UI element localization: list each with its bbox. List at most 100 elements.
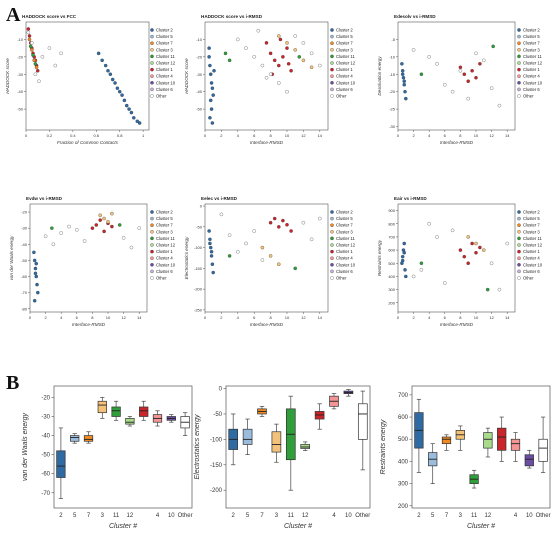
x-tick-label: 7 (260, 513, 264, 519)
data-point (489, 261, 494, 266)
x-tick-label: 10 (526, 513, 533, 519)
legend-label: Cluster 4 (156, 74, 173, 79)
data-point (207, 229, 211, 233)
data-point (35, 282, 39, 287)
x-axis-label: Interface-RMSD (72, 322, 106, 327)
data-point (98, 218, 102, 222)
y-axis-label: HADDOCK score (5, 58, 10, 94)
y-axis-label: Electrostatics energy (184, 236, 189, 279)
data-point (124, 103, 129, 108)
data-point (236, 250, 240, 254)
data-point (462, 254, 467, 259)
data-point (402, 241, 406, 246)
x-tick-label: 12 (301, 133, 306, 138)
data-point (401, 75, 406, 80)
data-point (470, 241, 474, 246)
data-point (403, 89, 407, 94)
data-point (400, 72, 405, 77)
x-tick-label: 3 (459, 513, 463, 519)
legend-marker (150, 263, 154, 267)
scatter-panel-3: Edesolv vs i-RMSD 0 2 4 6 8 10 12 14 -5 -10 -15 -20 -… (377, 14, 543, 145)
box-rect (300, 444, 311, 449)
data-point (403, 268, 407, 272)
legend-label: Cluster 4 (156, 256, 173, 261)
data-point (505, 241, 509, 246)
legend-label: Cluster 2 (523, 28, 540, 33)
data-point (121, 236, 126, 240)
legend-marker (150, 48, 154, 52)
data-point (404, 96, 408, 101)
data-point (103, 63, 108, 68)
legend-marker (330, 249, 334, 254)
data-point (209, 81, 214, 85)
data-point (402, 250, 406, 255)
y-tick-label: -60 (41, 472, 50, 478)
legend-marker (330, 243, 334, 247)
x-tick-label: 12 (489, 133, 494, 138)
data-point (212, 69, 216, 73)
legend-label: Cluster 6 (336, 87, 353, 92)
y-tick-label: 400 (388, 274, 395, 279)
y-tick-label: -40 (41, 434, 50, 440)
data-point (129, 110, 134, 115)
legend-marker (150, 269, 154, 274)
legend-label: Cluster 4 (523, 256, 540, 261)
legend-label: Cluster 10 (523, 80, 543, 85)
data-point (32, 258, 37, 263)
data-point (40, 55, 45, 59)
data-point (34, 65, 39, 70)
legend-label: Cluster 7 (523, 41, 540, 46)
plot-frame (225, 385, 371, 509)
x-tick-label: 6 (253, 315, 256, 320)
box-rect (70, 435, 80, 442)
legend-marker (150, 243, 154, 247)
x-tick-label: 0.2 (47, 133, 53, 138)
data-point (59, 51, 63, 56)
legend-marker (330, 74, 334, 78)
box-rect (97, 400, 107, 414)
legend-label: Cluster 12 (336, 243, 356, 248)
data-point (227, 254, 232, 258)
data-point (309, 237, 314, 242)
data-point (106, 219, 110, 224)
scatter-panel-5: Eelec vs i-RMSD 0 2 4 6 8 10 12 14 0 -50 -100 -150 -2… (184, 196, 356, 327)
data-point (117, 89, 122, 94)
x-axis-label: Cluster # (109, 523, 137, 530)
x-tick-label: 0 (29, 315, 32, 320)
plot-frame (397, 203, 516, 313)
legend-marker (517, 256, 521, 260)
legend-label: Cluster 3 (156, 229, 173, 234)
legend-label: Cluster 6 (156, 269, 173, 274)
legend-marker (150, 230, 154, 234)
legend-marker (330, 34, 334, 39)
x-tick-label: 4 (237, 133, 240, 138)
data-point (236, 37, 240, 42)
legend-label: Cluster 7 (336, 223, 353, 228)
x-axis-label: Cluster # (467, 523, 495, 530)
legend-marker (150, 216, 154, 221)
legend-marker (517, 263, 521, 267)
box-rect (497, 427, 507, 451)
legend-marker (330, 210, 334, 214)
y-tick-label: -250 (194, 307, 203, 312)
data-point (137, 226, 141, 230)
legend-label: Cluster 11 (336, 54, 355, 59)
legend-label: Other (523, 94, 534, 99)
y-tick-label: -15 (389, 72, 396, 77)
plot-frame (411, 385, 551, 509)
legend-marker (150, 54, 154, 59)
data-point (34, 261, 38, 266)
y-tick-label: -30 (389, 124, 396, 129)
legend-label: Other (156, 276, 167, 281)
box-rect (441, 436, 452, 445)
y-tick-label: -60 (21, 274, 28, 279)
legend-label: Cluster 1 (523, 249, 540, 254)
y-tick-label: 900 (388, 208, 395, 213)
legend-label: Cluster 10 (523, 262, 543, 267)
legend-label: Cluster 11 (336, 236, 355, 241)
x-tick-label: 12 (485, 513, 492, 519)
x-tick-label: 2 (412, 133, 415, 138)
x-axis-label: Interface-RMSD (250, 322, 284, 327)
data-point (110, 211, 114, 216)
data-point (94, 223, 99, 227)
